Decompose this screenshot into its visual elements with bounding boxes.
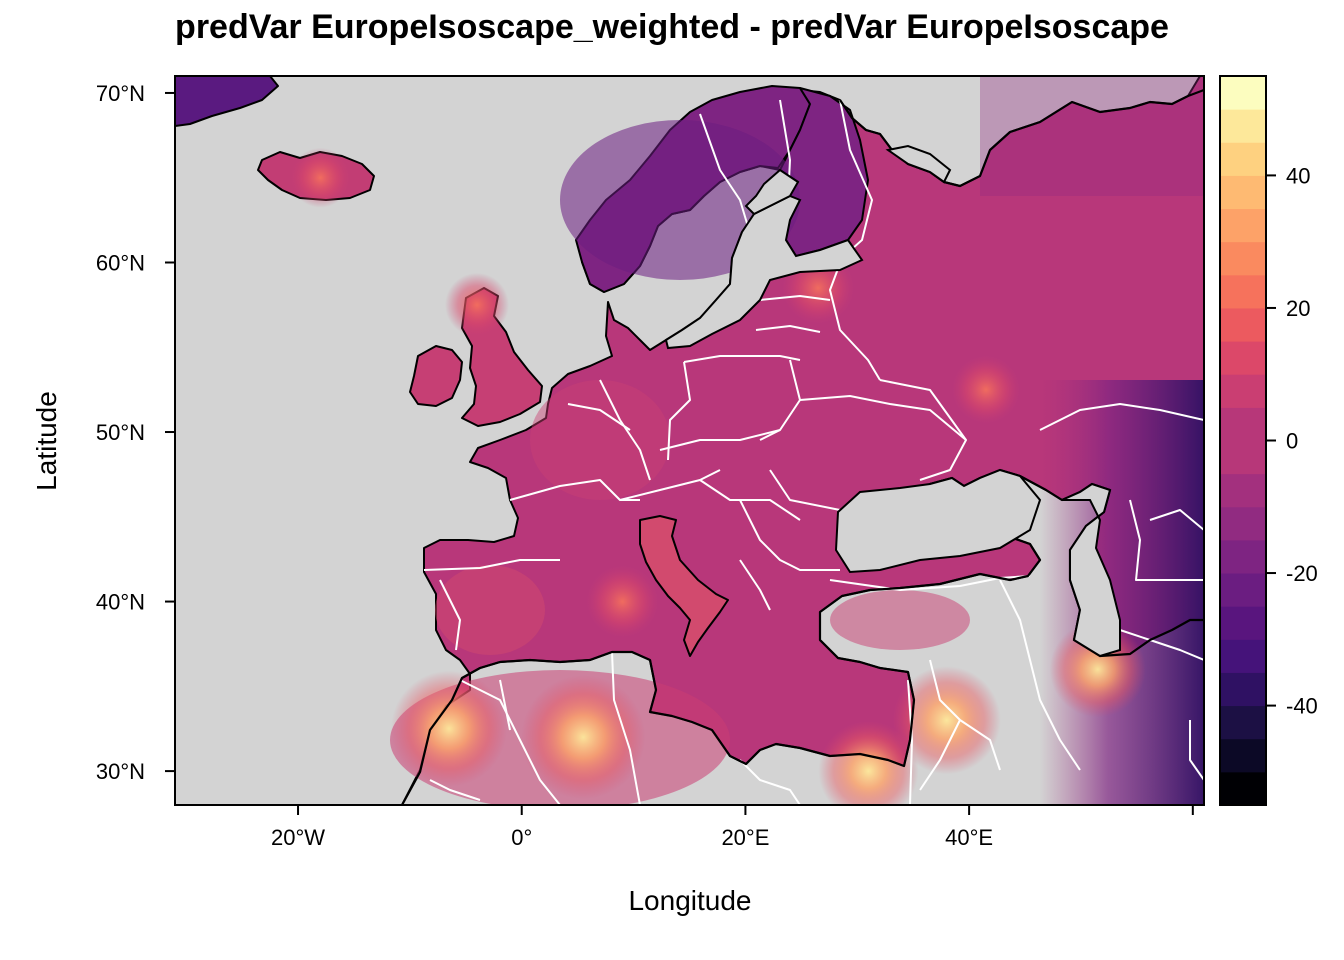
x-tick-label: 20°W — [271, 825, 325, 850]
hotspot-scotland — [444, 272, 509, 337]
hotspot-central-algeria — [521, 675, 646, 800]
x-tick-label: 40°E — [945, 825, 993, 850]
legend-swatch — [1220, 407, 1266, 441]
legend-swatch — [1220, 307, 1266, 342]
legend-swatch — [1220, 506, 1266, 541]
hotspot-jordan — [892, 666, 1001, 775]
legend-swatch — [1220, 208, 1266, 243]
y-tick-label: 70°N — [96, 81, 145, 106]
legend-swatch — [1220, 639, 1266, 673]
legend-swatch — [1220, 672, 1266, 707]
legend-swatch — [1220, 573, 1266, 607]
legend-swatch — [1220, 738, 1266, 773]
legend-swatch — [1220, 606, 1266, 640]
legend-swatch — [1220, 473, 1266, 508]
map-title: predVar EuropeIsoscape_weighted - predVa… — [175, 8, 1169, 46]
y-tick-label: 50°N — [96, 420, 145, 445]
y-axis-title: Latitude — [31, 391, 62, 491]
land-greenland — [175, 76, 279, 127]
hotspot-southern-russia — [951, 355, 1020, 424]
land-ireland — [409, 345, 463, 407]
gulf-of-bothnia — [744, 168, 800, 216]
legend-swatch — [1220, 705, 1266, 740]
baltic-sea — [664, 194, 864, 350]
map-layers — [175, 76, 1204, 805]
black-sea — [834, 468, 1042, 574]
x-tick-label: 20°E — [721, 825, 769, 850]
y-tick-label: 30°N — [96, 759, 145, 784]
x-axis: 20°W 0° 20°E 40°E — [271, 805, 1194, 850]
legend-tick-label: 20 — [1286, 296, 1310, 321]
hotspot-western-morocco — [391, 670, 508, 787]
legend-tick-label: 40 — [1286, 163, 1310, 188]
legend-swatch — [1220, 341, 1266, 375]
legend-swatch — [1220, 175, 1266, 210]
caspian-sea — [1061, 482, 1121, 658]
hotspot-southern-iran — [1049, 621, 1146, 718]
y-tick-label: 60°N — [96, 250, 145, 275]
x-tick-label: 0° — [511, 825, 532, 850]
legend-swatch — [1220, 374, 1266, 408]
legend-swatch — [1220, 539, 1266, 574]
legend-swatch — [1220, 771, 1266, 806]
hotspot-sardinia — [586, 565, 659, 638]
y-axis: 30°N 40°N 50°N 60°N 70°N — [96, 81, 175, 784]
legend-colorbar: 40 20 0 -20 -40 — [1219, 75, 1318, 806]
legend-tick-label: -40 — [1286, 694, 1318, 719]
legend-swatch — [1220, 241, 1266, 276]
white-sea — [885, 144, 952, 184]
legend-swatch — [1220, 274, 1266, 309]
y-tick-label: 40°N — [96, 590, 145, 615]
legend-swatch — [1220, 109, 1266, 143]
land-italy — [639, 515, 729, 657]
map-panel-border — [174, 75, 1205, 806]
legend-swatch — [1220, 76, 1266, 110]
legend-tick-label: 0 — [1286, 429, 1298, 454]
country-borders — [423, 99, 1204, 805]
x-axis-title: Longitude — [628, 885, 751, 916]
hotspot-egypt — [818, 721, 919, 805]
hotspot-iceland — [290, 147, 351, 208]
legend-tick-label: -20 — [1286, 561, 1318, 586]
legend-swatch — [1220, 440, 1266, 475]
legend-swatch — [1220, 142, 1266, 176]
